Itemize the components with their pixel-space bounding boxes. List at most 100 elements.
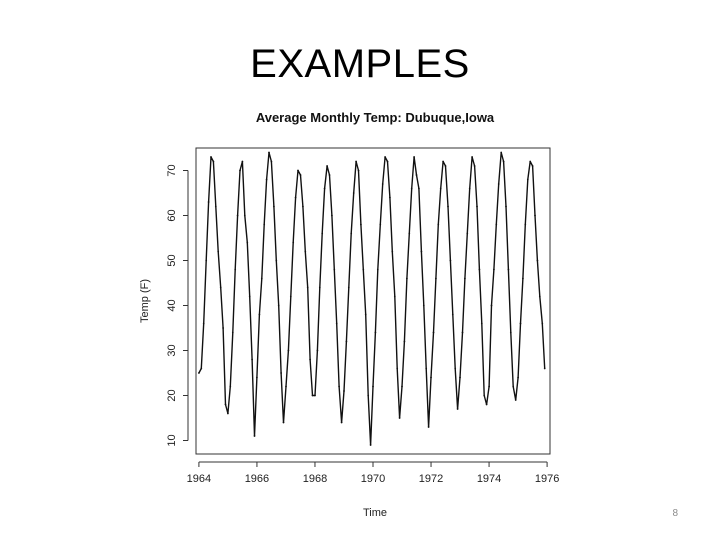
data-point (321, 232, 324, 235)
y-axis: 10 20 30 40 50 60 70 (166, 164, 189, 447)
data-point (331, 214, 333, 217)
data-point (505, 205, 507, 208)
data-point (292, 241, 295, 244)
data-point (507, 268, 510, 271)
data-point (362, 268, 365, 271)
data-point (275, 259, 278, 262)
data-point (410, 187, 413, 190)
data-point (442, 160, 444, 163)
data-point (391, 250, 394, 253)
data-point (495, 223, 498, 226)
data-point (480, 322, 483, 325)
data-point (345, 340, 348, 343)
data-point (273, 205, 275, 208)
data-point (306, 286, 309, 289)
data-point (229, 385, 232, 388)
data-point (519, 322, 522, 325)
data-point (239, 169, 241, 172)
data-point (282, 421, 285, 424)
data-point (202, 322, 205, 325)
x-tick-label: 1968 (303, 473, 327, 485)
data-point (280, 372, 282, 374)
data-point (435, 277, 437, 280)
data-point (246, 241, 249, 244)
data-point (234, 268, 237, 271)
data-point (464, 277, 466, 280)
data-point (340, 421, 343, 424)
x-tick-label: 1972 (419, 473, 443, 485)
data-point (517, 376, 519, 379)
data-point (318, 286, 321, 289)
x-tick-label: 1974 (477, 473, 501, 485)
x-tick-label: 1976 (535, 473, 559, 485)
y-tick-label: 30 (166, 344, 178, 356)
data-point (316, 349, 319, 352)
data-point (304, 250, 307, 253)
data-point (248, 295, 251, 298)
data-point (224, 403, 227, 406)
data-point (430, 376, 432, 379)
slide-title: EXAMPLES (250, 42, 470, 86)
data-point (420, 250, 423, 253)
data-point (451, 313, 454, 316)
data-point (333, 268, 336, 271)
data-point (212, 160, 215, 163)
x-axis-label: Time (363, 507, 387, 519)
page-number: 8 (672, 508, 678, 519)
data-point (376, 268, 379, 271)
data-point (350, 232, 353, 235)
y-tick-label: 10 (166, 434, 178, 446)
data-point (258, 313, 261, 316)
data-point (285, 385, 287, 388)
series-points (198, 151, 546, 446)
data-point (198, 372, 200, 374)
data-point (352, 192, 355, 194)
x-tick-label: 1966 (245, 473, 269, 485)
data-point (461, 331, 464, 334)
data-point (459, 376, 461, 379)
data-point (538, 295, 541, 298)
data-point (500, 151, 503, 154)
data-point (384, 156, 386, 158)
data-point (367, 394, 370, 397)
data-point (328, 174, 331, 176)
data-point (210, 156, 212, 158)
data-point (360, 223, 362, 226)
x-tick-label: 1964 (187, 473, 211, 485)
data-point (408, 232, 411, 235)
data-point (418, 187, 420, 190)
data-point (297, 169, 299, 172)
data-point (512, 385, 515, 388)
data-point (302, 205, 304, 208)
data-point (379, 223, 382, 226)
data-point (314, 394, 316, 397)
data-point (415, 174, 418, 176)
x-axis: 1964 1966 1968 1970 1972 1974 1976 (187, 461, 559, 485)
chart-title: Average Monthly Temp: Dubuque,Iowa (256, 110, 495, 125)
data-point (347, 286, 350, 289)
data-point (357, 169, 360, 172)
data-point (205, 259, 208, 262)
data-point (524, 223, 527, 226)
data-point (483, 394, 486, 397)
data-point (326, 165, 328, 167)
data-point (425, 367, 428, 370)
data-point (454, 367, 457, 370)
data-point (309, 358, 311, 361)
data-point (471, 156, 473, 158)
data-point (466, 232, 469, 235)
data-point (372, 385, 374, 388)
data-point (449, 259, 452, 262)
data-point (422, 304, 425, 307)
data-point (263, 223, 266, 226)
data-point (323, 187, 326, 190)
data-point (401, 385, 403, 388)
y-tick-label: 40 (166, 299, 178, 311)
y-tick-label: 20 (166, 389, 178, 401)
data-point (541, 322, 544, 325)
data-point (439, 187, 442, 190)
data-point (311, 394, 314, 397)
data-point (268, 151, 270, 154)
data-point (427, 426, 430, 428)
data-point (534, 214, 536, 217)
